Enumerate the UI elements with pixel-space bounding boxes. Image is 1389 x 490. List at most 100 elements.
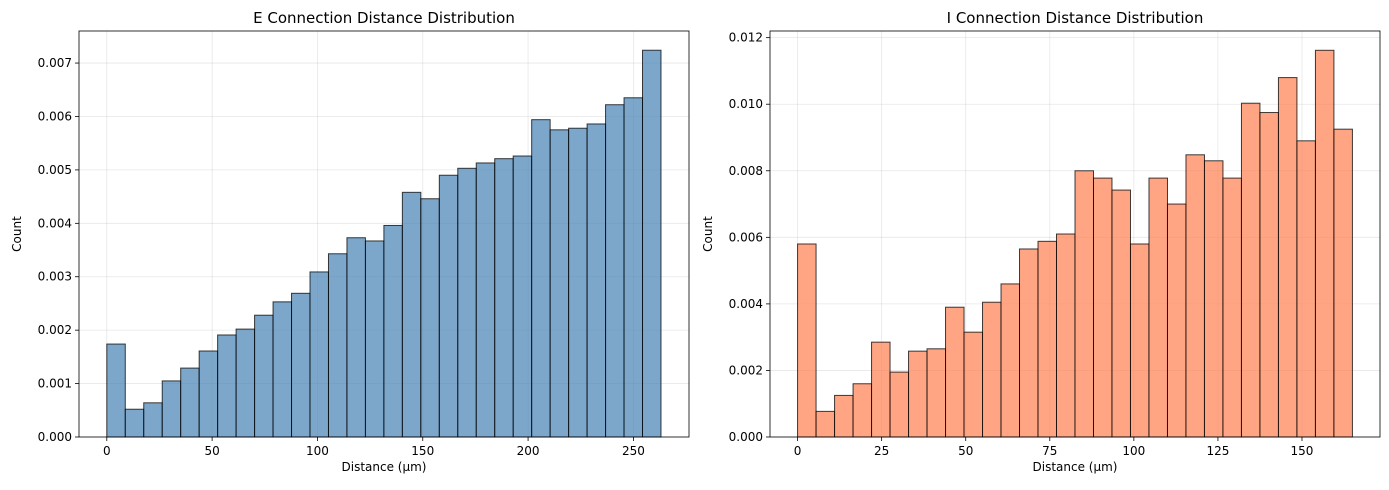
x-axis-label: Distance (µm) xyxy=(1033,460,1118,474)
histogram-bar xyxy=(291,292,311,438)
histogram-bar xyxy=(217,334,237,438)
histogram-bar xyxy=(235,328,256,438)
histogram-bar xyxy=(1222,177,1242,438)
y-tick-label: 0.005 xyxy=(38,163,72,177)
histogram-bar xyxy=(1240,102,1261,438)
plot-frame xyxy=(769,30,1381,438)
histogram-bar xyxy=(1277,77,1298,438)
histogram-bar xyxy=(420,198,440,438)
histogram-bar xyxy=(926,348,947,438)
x-tick-label: 75 xyxy=(1042,444,1057,458)
histogram-bar xyxy=(272,301,293,438)
histogram-bar xyxy=(1019,248,1039,438)
y-axis-label: Count xyxy=(10,216,24,252)
y-tick-label: 0.003 xyxy=(38,270,72,284)
x-tick-label: 25 xyxy=(874,444,889,458)
histogram-bar xyxy=(945,306,965,438)
histogram-bar xyxy=(475,162,496,438)
histogram-bar xyxy=(1296,140,1316,438)
histogram-bar xyxy=(852,383,873,438)
y-axis: 0.000 0.001 0.002 0.003 0.004 0.005 0.006 0.007 xyxy=(38,56,79,444)
histogram-bar xyxy=(549,129,570,438)
y-axis: 0.000 0.002 0.004 0.006 0.008 0.010 0.012 xyxy=(729,31,770,444)
histogram-bar xyxy=(1092,177,1113,438)
y-tick-label: 0.007 xyxy=(38,56,72,70)
histogram-bar xyxy=(1203,160,1224,438)
y-tick-label: 0.001 xyxy=(38,377,72,391)
x-tick-label: 0 xyxy=(103,444,111,458)
y-tick-label: 0.012 xyxy=(729,31,763,45)
chart-title: I Connection Distance Distribution xyxy=(947,9,1204,27)
x-tick-label: 0 xyxy=(794,444,802,458)
plot-frame xyxy=(78,30,690,438)
histogram-bar xyxy=(642,49,662,438)
histogram-bar xyxy=(1333,128,1353,438)
histogram-bar xyxy=(438,174,459,438)
histogram-bar xyxy=(1314,49,1335,438)
histogram-bar xyxy=(106,343,126,438)
histogram-bars xyxy=(106,49,662,438)
histogram-bar xyxy=(1056,233,1076,438)
y-tick-label: 0.006 xyxy=(729,230,763,244)
histogram-bars xyxy=(797,49,1353,438)
histogram-bar xyxy=(1037,240,1058,438)
y-tick-label: 0.008 xyxy=(729,164,763,178)
x-tick-label: 100 xyxy=(306,444,329,458)
histogram-bar xyxy=(1111,189,1131,438)
histogram-bar xyxy=(401,191,422,438)
histogram-bar xyxy=(815,410,836,438)
histogram-bar xyxy=(327,253,348,438)
histogram-bar xyxy=(124,408,145,438)
histogram-bar xyxy=(1259,112,1279,438)
histogram-bar xyxy=(623,97,644,438)
y-tick-label: 0.004 xyxy=(38,216,72,230)
histogram-bar xyxy=(871,341,891,438)
y-tick-label: 0.004 xyxy=(729,297,763,311)
histogram-bar xyxy=(1185,154,1205,438)
chart-title: E Connection Distance Distribution xyxy=(253,9,515,27)
x-axis-label: Distance (µm) xyxy=(342,460,427,474)
histogram-bar xyxy=(180,367,200,438)
histogram-bar xyxy=(1129,243,1150,438)
histogram-bar xyxy=(309,271,329,438)
histogram-bar xyxy=(512,155,533,438)
y-axis-label: Count xyxy=(701,216,715,252)
histogram-bar xyxy=(1166,203,1187,438)
histogram-bar xyxy=(568,127,588,438)
histogram-bar xyxy=(1000,283,1021,438)
histogram-bar xyxy=(161,380,182,438)
histogram-bar xyxy=(254,314,274,438)
histogram-bar xyxy=(346,237,366,438)
x-tick-label: 250 xyxy=(622,444,645,458)
x-tick-label: 50 xyxy=(204,444,219,458)
histogram-bar xyxy=(889,371,910,438)
histogram-bar xyxy=(1148,177,1168,438)
x-tick-label: 125 xyxy=(1206,444,1229,458)
x-tick-label: 150 xyxy=(1291,444,1314,458)
histogram-bar xyxy=(982,301,1002,438)
i-distance-histogram: 0 25 50 75 100 125 150 0.0000.0020.0040.0060.0… xyxy=(701,9,1381,474)
x-axis: 0 25 50 75 100 125 150 xyxy=(794,437,1314,458)
histogram-bar xyxy=(457,167,477,438)
histogram-bar xyxy=(586,123,607,438)
y-tick-label: 0.000 xyxy=(729,430,763,444)
y-tick-label: 0.002 xyxy=(729,363,763,377)
histogram-bar xyxy=(143,402,163,438)
histogram-bar xyxy=(834,394,854,438)
histogram-bar xyxy=(797,243,817,438)
histogram-bar xyxy=(531,119,551,438)
y-tick-label: 0.000 xyxy=(38,430,72,444)
histogram-bar xyxy=(963,331,984,438)
histogram-bar xyxy=(1074,170,1094,438)
x-axis: 0 50 100 150 200 250 xyxy=(103,437,645,458)
x-tick-label: 50 xyxy=(958,444,973,458)
histogram-bar xyxy=(605,104,625,438)
e-distance-histogram: 0 50 100 150 200 250 0.0000.0010.0020.0030.00… xyxy=(10,9,690,474)
histogram-bar xyxy=(198,350,219,438)
histogram-bar xyxy=(364,240,385,438)
x-tick-label: 200 xyxy=(517,444,540,458)
x-tick-label: 150 xyxy=(411,444,434,458)
histogram-bar xyxy=(908,350,928,438)
histogram-bar xyxy=(494,158,514,438)
